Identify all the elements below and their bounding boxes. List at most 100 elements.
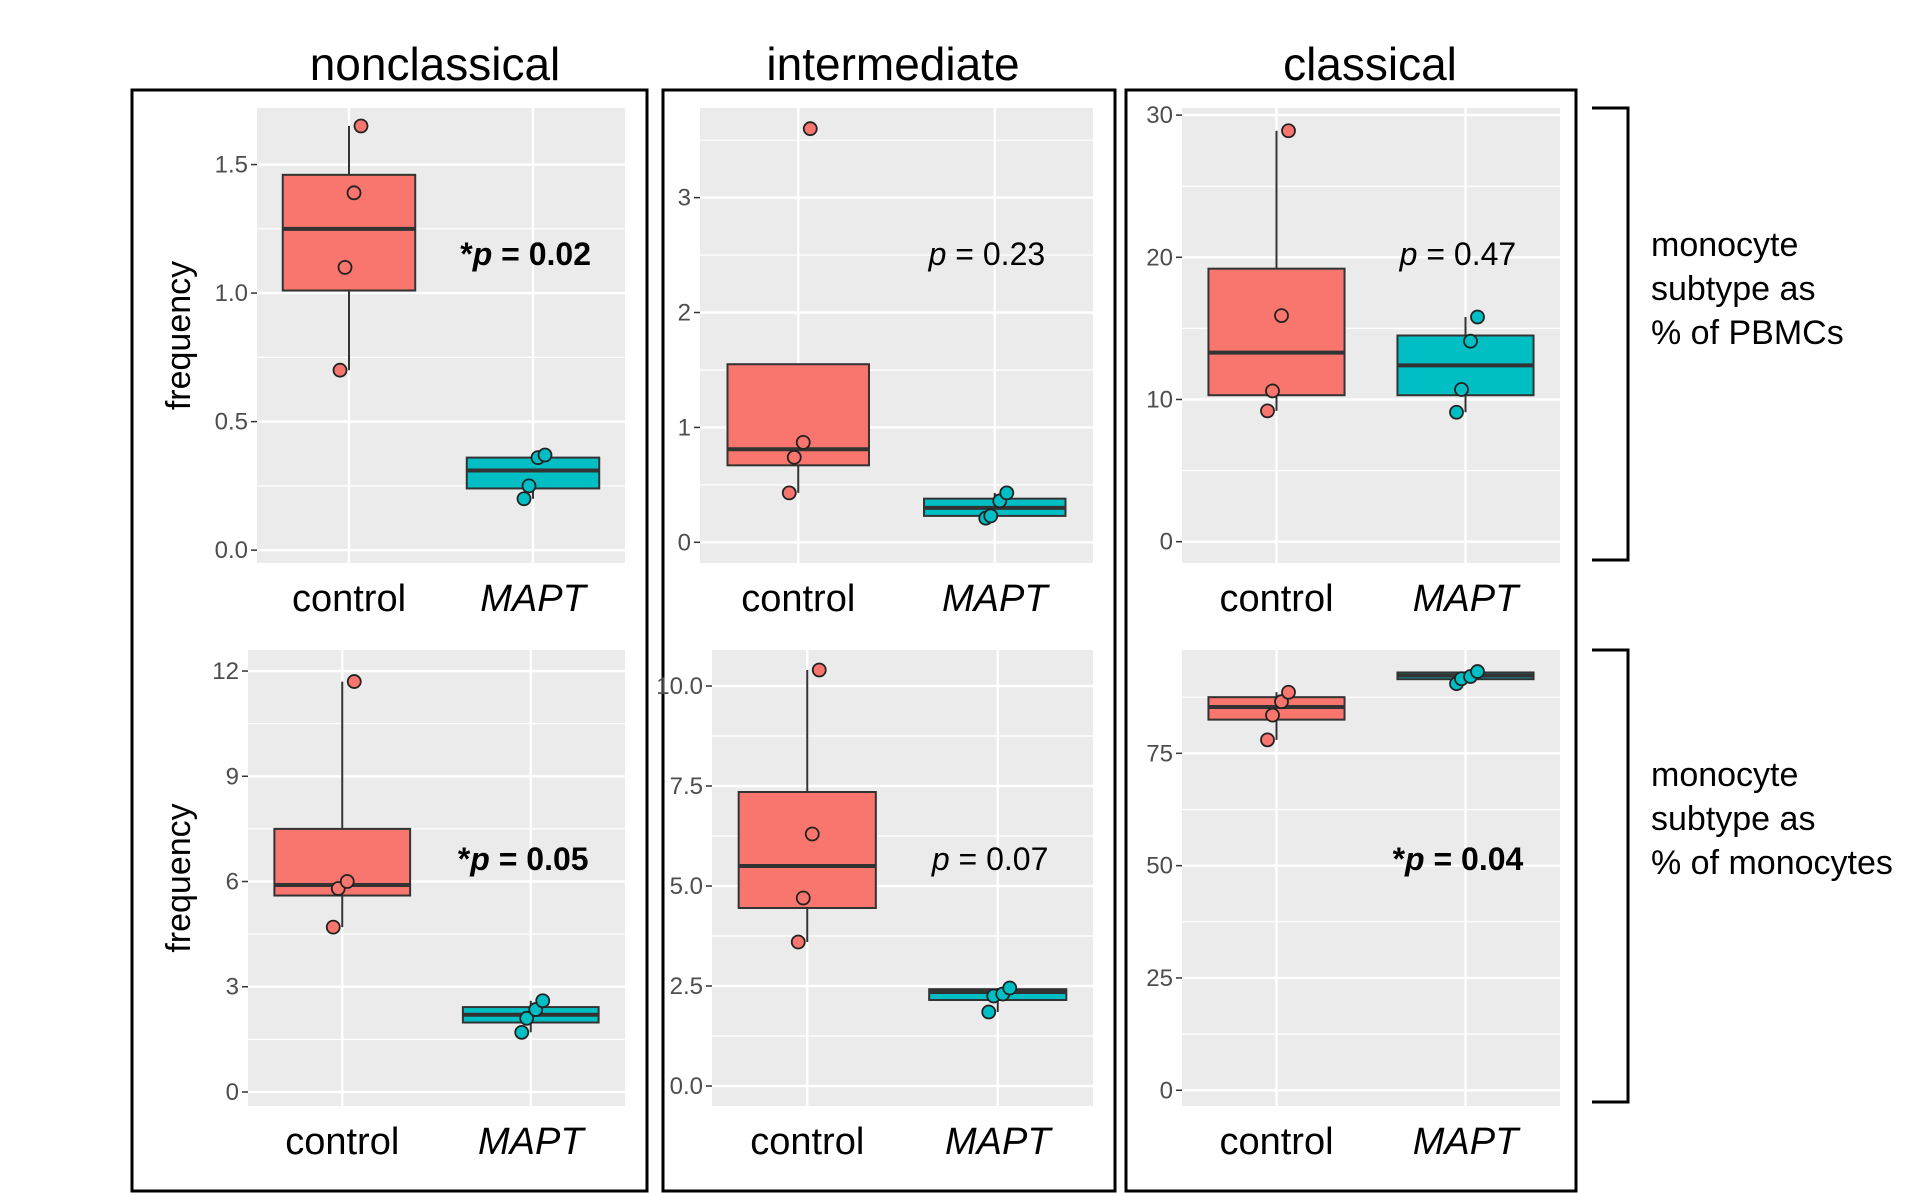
x-category-label: MAPT — [942, 578, 1050, 620]
box-iqr — [1207, 267, 1346, 397]
data-point — [804, 826, 820, 842]
box-control — [1207, 123, 1346, 419]
data-point — [1454, 382, 1469, 397]
panel-intermediate-pbmcs-background — [700, 108, 1093, 563]
column-frames — [130, 88, 1578, 1193]
p-value-symbol: p — [1404, 841, 1425, 877]
y-tick-label: 2 — [678, 300, 691, 327]
data-point — [983, 508, 999, 524]
data-point — [516, 491, 532, 507]
data-point — [514, 1024, 530, 1040]
p-value-number: = 0.07 — [950, 841, 1049, 877]
data-point — [339, 874, 355, 889]
data-point — [353, 118, 369, 134]
y-tick-label: 0 — [678, 529, 691, 556]
data-point — [811, 662, 827, 678]
row-label-line: monocyte — [1651, 756, 1798, 794]
y-tick-label: 1.0 — [215, 280, 248, 307]
column-frame-nonclassical — [130, 88, 649, 1193]
data-point — [346, 674, 362, 689]
y-tick-label: 1 — [678, 414, 691, 441]
row-labels: monocyte subtype as % of PBMCs monocyte sub… — [1592, 106, 1893, 1104]
box-control — [737, 662, 877, 950]
panel-classical-pbmcs: 0 10 20 30 control MAPT p = 0.47 — [1146, 102, 1560, 620]
box-MAPT — [928, 980, 1068, 1020]
column-frame-classical — [1124, 88, 1578, 1193]
y-tick-label: 50 — [1146, 853, 1173, 880]
x-category-label: MAPT — [945, 1121, 1053, 1163]
y-tick-label: 0 — [1160, 529, 1173, 556]
y-tick-label: 10 — [1146, 386, 1173, 413]
box-MAPT — [465, 447, 601, 507]
p-value-annotation: p = 0.47 — [1399, 236, 1517, 272]
box-MAPT — [1396, 664, 1535, 692]
data-point — [1274, 308, 1289, 323]
row-label-line: % of monocytes — [1651, 844, 1893, 882]
p-value-number: = 0.04 — [1425, 841, 1524, 877]
y-tick-label: 0.0 — [670, 1073, 703, 1100]
p-value-annotation: *p = 0.02 — [460, 236, 591, 272]
data-point — [346, 185, 362, 201]
box-control — [1207, 684, 1346, 748]
p-value-star: * — [460, 236, 473, 272]
data-point — [1002, 980, 1018, 996]
row-bracket-pbmcs — [1592, 106, 1630, 562]
row-label-pbmcs: monocyte subtype as % of PBMCs — [1651, 226, 1844, 352]
box-iqr — [737, 791, 877, 909]
x-category-label: control — [1219, 578, 1333, 620]
box-MAPT — [1396, 309, 1535, 420]
p-value-number: = 0.23 — [946, 236, 1045, 272]
data-point — [790, 934, 806, 950]
x-category-label: MAPT — [480, 578, 588, 620]
y-tick-label: 9 — [226, 763, 239, 790]
data-point — [795, 434, 811, 450]
column-frame-intermediate — [661, 88, 1117, 1193]
data-point — [337, 259, 353, 275]
x-category-label: control — [1219, 1121, 1333, 1163]
x-category-label: MAPT — [1413, 578, 1521, 620]
data-point — [999, 485, 1015, 501]
data-point — [1260, 403, 1275, 419]
data-point — [1265, 383, 1280, 399]
x-category-label: control — [750, 1121, 864, 1163]
column-title-nonclassical: nonclassical — [310, 38, 561, 90]
p-value-symbol: p — [469, 841, 490, 877]
y-tick-label: 30 — [1146, 102, 1173, 129]
panel-nonclassical-pbmcs: 0.0 0.5 1.0 1.5 control MAPT frequency *p = 0.0… — [160, 108, 625, 620]
p-value-annotation: p = 0.07 — [931, 841, 1049, 877]
row-bracket-monocytes — [1592, 648, 1630, 1104]
x-category-label: control — [741, 578, 855, 620]
y-tick-label: 2.5 — [670, 973, 703, 1000]
x-category-label: control — [292, 578, 406, 620]
row-label-line: subtype as — [1651, 800, 1815, 838]
data-point — [1260, 732, 1275, 748]
p-value-annotation: *p = 0.04 — [1393, 841, 1524, 877]
p-value-symbol: p — [928, 236, 947, 272]
data-point — [802, 121, 818, 137]
p-value-symbol: p — [472, 236, 493, 272]
box-control — [273, 674, 412, 935]
data-point — [795, 890, 811, 906]
p-value-number: = 0.47 — [1417, 236, 1516, 272]
p-value-annotation: p = 0.23 — [928, 236, 1046, 272]
box-control — [726, 121, 870, 501]
data-point — [1265, 707, 1280, 723]
column-title-classical: classical — [1283, 38, 1457, 90]
y-tick-label: 6 — [226, 869, 239, 896]
data-point — [325, 919, 341, 935]
y-tick-label: 5.0 — [670, 873, 703, 900]
panel-classical-monocytes: 0 25 50 75 control MAPT *p = 0.04 — [1146, 650, 1560, 1163]
panel-nonclassical-monocytes: 0 3 6 9 12 control MAPT frequency *p = 0.05 — [160, 650, 625, 1163]
p-value-annotation: *p = 0.05 — [458, 841, 589, 877]
data-point — [1449, 404, 1464, 420]
y-tick-label: 0 — [226, 1079, 239, 1106]
p-value-number: = 0.05 — [490, 841, 589, 877]
y-tick-label: 0.0 — [215, 537, 248, 564]
y-tick-label: 1.5 — [215, 152, 248, 179]
data-point — [535, 993, 551, 1009]
data-point — [537, 447, 553, 463]
data-point — [786, 449, 802, 465]
x-category-label: control — [285, 1121, 399, 1163]
